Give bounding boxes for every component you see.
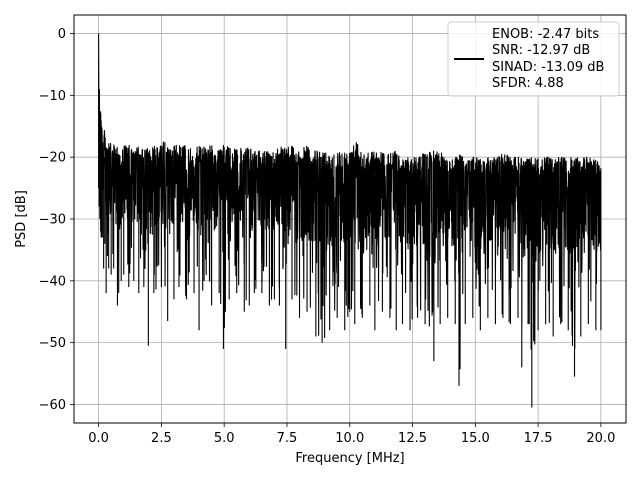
x-tick-label: 12.5 <box>398 431 427 446</box>
y-axis-ticks: 0 −10 −20 −30 −40 −50 −60 <box>39 27 74 413</box>
x-tick-label: 0.0 <box>88 431 109 446</box>
legend-box <box>447 21 620 97</box>
y-tick-label: 0 <box>58 27 66 42</box>
y-tick-label: −40 <box>39 274 66 289</box>
x-axis-label: Frequency [MHz] <box>295 451 404 466</box>
x-tick-label: 10.0 <box>335 431 364 446</box>
x-tick-label: 17.5 <box>524 431 553 446</box>
x-tick-label: 7.5 <box>277 431 298 446</box>
x-tick-label: 2.5 <box>151 431 172 446</box>
y-tick-label: −60 <box>39 398 66 413</box>
legend-entry-enob: ENOB: -2.47 bits <box>492 27 599 42</box>
legend-entry-sinad: SINAD: -13.09 dB <box>492 60 604 75</box>
x-tick-label: 15.0 <box>461 431 490 446</box>
psd-series-line <box>98 33 602 408</box>
y-tick-label: −20 <box>39 151 66 166</box>
x-axis-ticks: 0.0 2.5 5.0 7.5 10.0 12.5 15.0 17.5 20.0 <box>88 423 615 446</box>
x-tick-label: 20.0 <box>586 431 615 446</box>
y-tick-label: −30 <box>39 213 66 228</box>
y-tick-label: −10 <box>39 89 66 104</box>
legend-entry-sfdr: SFDR: 4.88 <box>492 76 564 91</box>
x-tick-label: 5.0 <box>214 431 235 446</box>
y-tick-label: −50 <box>39 336 66 351</box>
legend: ENOB: -2.47 bits SNR: -12.97 dB SINAD: -… <box>447 21 620 97</box>
y-axis-label: PSD [dB] <box>14 190 29 248</box>
legend-entry-snr: SNR: -12.97 dB <box>492 43 590 58</box>
